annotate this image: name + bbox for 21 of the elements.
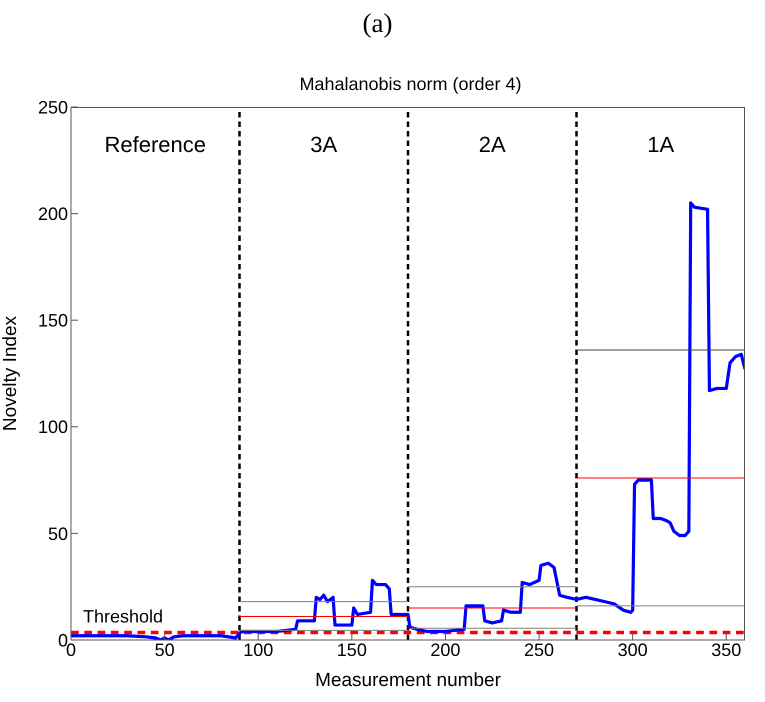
x-axis-title: Measurement number <box>315 670 502 691</box>
x-tick-label: 350 <box>711 640 742 660</box>
ref-line-label: Threshold <box>83 606 164 627</box>
x-tick-label: 50 <box>154 640 175 660</box>
x-tick-label: 150 <box>336 640 367 660</box>
chart-subtitle: (a) <box>362 8 394 39</box>
x-tick-label: 100 <box>243 640 274 660</box>
x-tick-label: 300 <box>618 640 648 660</box>
annotation: Reference <box>104 132 206 158</box>
y-tick-label: 200 <box>38 204 68 224</box>
chart-title: Mahalanobis norm (order 4) <box>298 74 523 95</box>
x-tick-label: 250 <box>524 640 554 660</box>
y-axis-title: Novelty Index <box>0 315 21 432</box>
annotation: 3A <box>310 132 338 158</box>
y-tick-label: 150 <box>38 310 68 331</box>
annotation: 1A <box>647 132 675 158</box>
y-tick-label: 250 <box>38 97 68 118</box>
annotation: 2A <box>478 132 506 158</box>
x-tick-label: 200 <box>430 640 460 660</box>
y-tick-label: 50 <box>48 524 68 544</box>
y-tick-label: 100 <box>38 417 68 438</box>
